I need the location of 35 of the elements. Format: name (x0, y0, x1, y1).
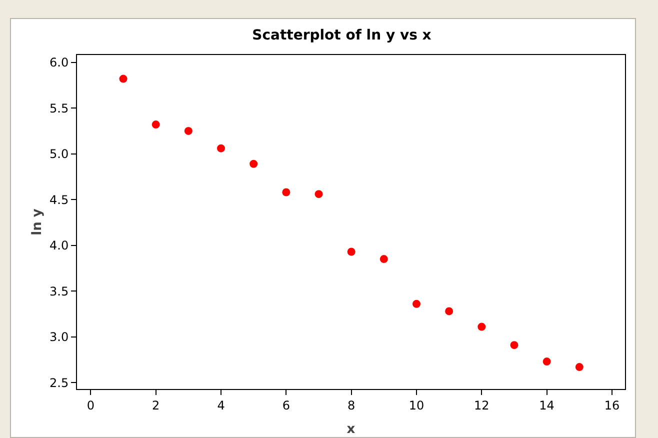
x-tick-label: 14 (539, 398, 554, 412)
chart-title: Scatterplot of ln y vs x (252, 27, 432, 44)
x-tick-label: 4 (217, 398, 225, 412)
point (184, 126, 192, 135)
x-tick-label: 12 (474, 398, 490, 412)
point (412, 300, 420, 308)
y-tick-label: 4.5 (50, 192, 69, 207)
y-tick-label: 2.5 (50, 376, 69, 390)
point (152, 120, 160, 129)
y-tick-label: 6.0 (50, 56, 69, 70)
point (250, 160, 258, 168)
x-tick-label: 2 (152, 398, 160, 412)
y-tick-label: 5.0 (50, 147, 69, 162)
x-tick-label: 0 (86, 398, 94, 412)
x-tick-label: 16 (604, 398, 620, 412)
x-tick-label: 6 (282, 398, 290, 412)
point (380, 255, 388, 264)
point (542, 358, 551, 366)
y-tick-label: 3.5 (50, 284, 69, 298)
point (575, 363, 584, 372)
point (119, 74, 128, 83)
point (314, 190, 323, 198)
point (282, 188, 290, 196)
point (347, 248, 356, 256)
point (510, 341, 518, 350)
x-tick-label: 10 (408, 398, 424, 412)
point (217, 144, 225, 152)
y-axis-title: ln y (30, 208, 45, 236)
point (478, 322, 486, 331)
point (445, 307, 454, 316)
x-tick-label: 8 (348, 398, 356, 412)
y-tick-label: 4.0 (50, 238, 69, 253)
y-tick-label: 5.5 (50, 101, 69, 116)
y-tick-label: 3.0 (50, 330, 69, 344)
x-axis-title: x (346, 422, 356, 437)
